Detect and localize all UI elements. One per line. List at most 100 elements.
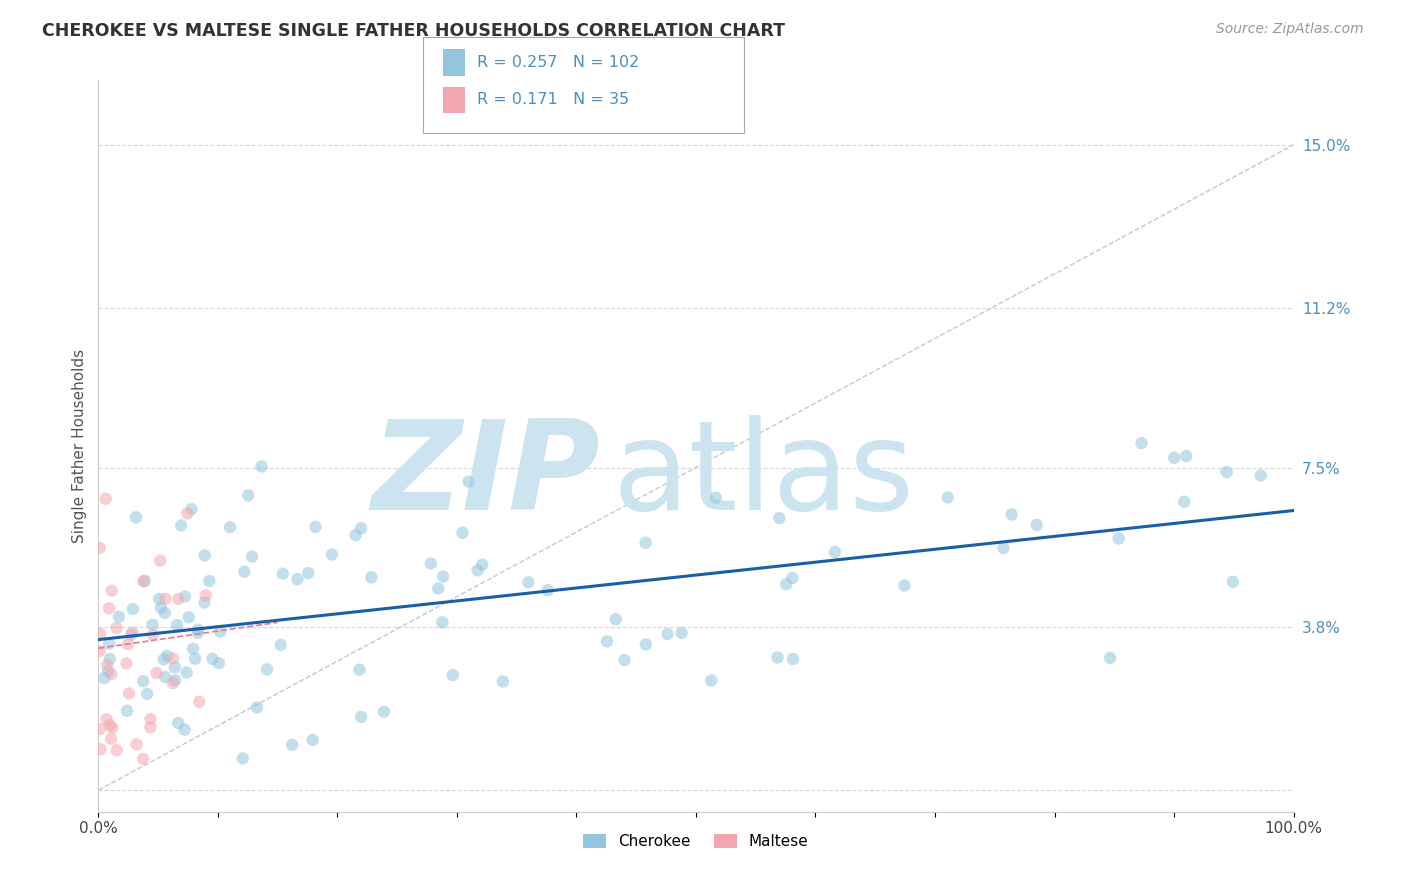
Point (270, 638, 292, 652)
Point (824, 545, 846, 559)
Point (451, 525, 474, 540)
Point (174, 590, 197, 604)
Point (165, 673, 187, 688)
Point (419, 557, 441, 571)
Point (1130, 436, 1153, 450)
Point (219, 520, 242, 534)
Point (1025, 518, 1047, 533)
Point (201, 652, 224, 666)
Point (517, 575, 540, 590)
Point (194, 589, 217, 603)
Point (471, 558, 494, 572)
Point (768, 511, 790, 525)
Point (89, 541, 111, 555)
Text: CHEROKEE VS MALTESE SINGLE FATHER HOUSEHOLDS CORRELATION CHART: CHEROKEE VS MALTESE SINGLE FATHER HOUSEH… (42, 22, 785, 40)
Point (132, 752, 155, 766)
Point (108, 609, 131, 624)
Point (193, 595, 215, 609)
Point (149, 601, 172, 615)
Point (153, 606, 176, 620)
Point (782, 571, 804, 585)
Point (176, 665, 198, 680)
Point (236, 488, 259, 502)
Point (98, 601, 121, 615)
Point (105, 621, 128, 635)
Point (162, 651, 184, 665)
Point (101, 721, 124, 735)
Point (187, 625, 209, 640)
Point (155, 670, 177, 684)
Point (170, 518, 193, 533)
Point (100, 583, 122, 598)
Point (184, 651, 207, 665)
Y-axis label: Single Father Households: Single Father Households (72, 349, 87, 543)
Point (125, 737, 148, 751)
Point (936, 491, 959, 505)
Point (121, 602, 143, 616)
Point (166, 618, 188, 632)
Point (167, 591, 190, 606)
Point (287, 572, 309, 586)
Point (1098, 651, 1121, 665)
Point (893, 578, 915, 592)
Point (198, 574, 221, 588)
Point (132, 574, 155, 589)
Point (634, 535, 657, 549)
Point (120, 627, 142, 641)
Point (467, 563, 489, 577)
Point (1000, 508, 1022, 522)
Point (775, 577, 797, 591)
Point (98, 718, 121, 732)
Point (141, 617, 163, 632)
Point (232, 751, 254, 765)
Point (492, 674, 515, 689)
Point (96, 712, 118, 726)
Point (125, 510, 148, 524)
Point (139, 712, 162, 726)
Point (89, 626, 111, 640)
Point (118, 686, 141, 700)
Point (155, 591, 177, 606)
Point (349, 663, 371, 677)
Point (167, 716, 190, 731)
Point (350, 521, 373, 535)
Point (432, 615, 454, 630)
Point (537, 583, 560, 598)
Point (1175, 449, 1198, 463)
Point (117, 637, 139, 651)
Point (100, 667, 122, 681)
Point (596, 634, 619, 648)
Point (704, 491, 727, 505)
Point (360, 570, 382, 584)
Point (1108, 532, 1130, 546)
Point (98, 637, 121, 651)
Point (89, 742, 111, 756)
Point (188, 695, 211, 709)
Point (304, 520, 326, 534)
Point (993, 541, 1015, 555)
Point (766, 650, 789, 665)
Point (427, 582, 450, 596)
Point (700, 673, 723, 688)
Point (115, 657, 138, 671)
Point (136, 687, 159, 701)
Point (98, 652, 121, 666)
Point (139, 720, 162, 734)
Point (297, 566, 319, 580)
Point (344, 528, 367, 542)
Text: ZIP: ZIP (371, 415, 600, 536)
Point (613, 653, 636, 667)
Point (250, 459, 273, 474)
Point (187, 623, 209, 637)
Point (132, 674, 155, 689)
Point (246, 700, 269, 714)
Point (208, 656, 231, 670)
Point (457, 475, 479, 489)
Point (209, 624, 232, 639)
Point (657, 627, 679, 641)
Point (432, 569, 454, 583)
Point (145, 665, 167, 680)
Point (105, 743, 128, 757)
Point (148, 591, 170, 606)
Point (1215, 465, 1237, 479)
